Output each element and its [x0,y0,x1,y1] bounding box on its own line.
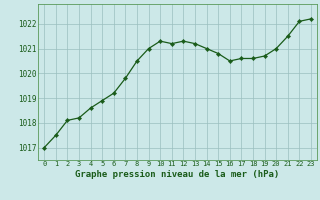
X-axis label: Graphe pression niveau de la mer (hPa): Graphe pression niveau de la mer (hPa) [76,170,280,179]
